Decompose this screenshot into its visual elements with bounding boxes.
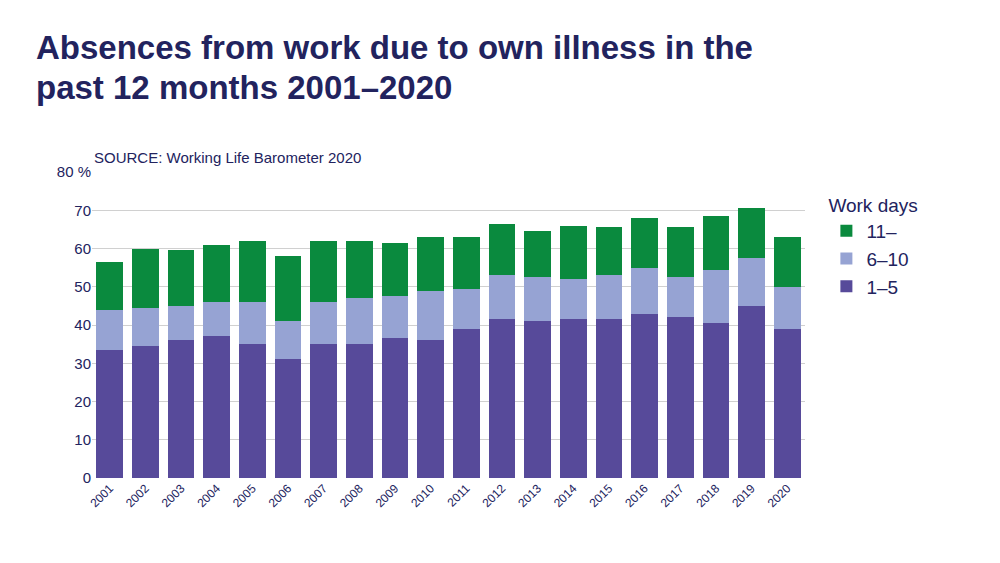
svg-text:2011: 2011: [445, 481, 473, 509]
svg-text:11–: 11–: [866, 221, 897, 242]
svg-text:2018: 2018: [693, 481, 722, 510]
svg-text:Work days: Work days: [828, 195, 917, 216]
svg-text:2002: 2002: [123, 481, 152, 510]
svg-text:2007: 2007: [301, 481, 330, 510]
svg-text:20: 20: [74, 393, 91, 410]
svg-text:2009: 2009: [373, 481, 402, 510]
svg-text:6–10: 6–10: [866, 249, 908, 270]
svg-text:70: 70: [74, 202, 91, 219]
svg-text:2013: 2013: [515, 481, 544, 510]
svg-text:80 %: 80 %: [57, 163, 91, 180]
svg-text:10: 10: [74, 431, 91, 448]
svg-text:2017: 2017: [658, 481, 687, 510]
svg-text:2015: 2015: [587, 481, 616, 510]
svg-text:2001: 2001: [87, 481, 116, 510]
svg-text:2003: 2003: [159, 481, 188, 510]
svg-text:30: 30: [74, 355, 91, 372]
svg-text:2012: 2012: [480, 481, 509, 510]
svg-text:2008: 2008: [337, 481, 366, 510]
svg-text:2010: 2010: [408, 481, 437, 510]
svg-text:2019: 2019: [729, 481, 758, 510]
html-text:Absences from work due to own: Absences from work due to own illness in…: [36, 29, 753, 106]
svg-text:2014: 2014: [551, 481, 580, 510]
svg-text:40: 40: [74, 316, 91, 333]
svg-text:50: 50: [74, 278, 91, 295]
svg-text:1–5: 1–5: [866, 277, 898, 298]
svg-text:2016: 2016: [622, 481, 651, 510]
svg-text:2004: 2004: [194, 481, 223, 510]
svg-text:2005: 2005: [230, 481, 259, 510]
svg-text:SOURCE: Working Life Barometer: SOURCE: Working Life Barometer 2020: [94, 149, 361, 166]
svg-text:2020: 2020: [765, 481, 794, 510]
svg-text:0: 0: [83, 469, 91, 486]
svg-text:60: 60: [74, 240, 91, 257]
svg-text:2006: 2006: [266, 481, 295, 510]
